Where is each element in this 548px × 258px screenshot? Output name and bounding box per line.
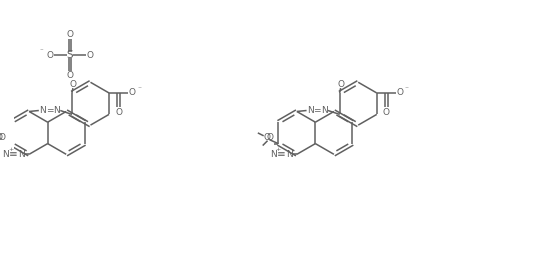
- Text: +: +: [276, 147, 281, 152]
- Text: O: O: [263, 133, 270, 142]
- Text: O: O: [397, 88, 404, 98]
- Text: ≡: ≡: [9, 149, 18, 159]
- Text: O: O: [115, 108, 122, 117]
- Text: N: N: [307, 106, 314, 115]
- Text: O: O: [129, 88, 136, 98]
- Text: O: O: [87, 51, 94, 60]
- Text: =: =: [313, 106, 321, 115]
- Text: N: N: [321, 106, 328, 115]
- Text: N: N: [39, 106, 46, 115]
- Text: N: N: [270, 150, 277, 159]
- Text: N: N: [2, 150, 9, 159]
- Text: O: O: [66, 71, 73, 80]
- Text: O: O: [66, 30, 73, 39]
- Text: ≡: ≡: [277, 149, 286, 159]
- Text: O: O: [0, 133, 5, 142]
- Text: +: +: [8, 147, 13, 152]
- Text: ⁻: ⁻: [40, 48, 44, 54]
- Text: O: O: [266, 133, 273, 142]
- Text: ⁻: ⁻: [137, 85, 141, 94]
- Text: O: O: [383, 108, 390, 117]
- Text: N: N: [53, 106, 60, 115]
- Text: O: O: [0, 133, 2, 142]
- Text: O: O: [337, 80, 344, 89]
- Text: =: =: [46, 106, 53, 115]
- Text: ⁻: ⁻: [405, 85, 409, 94]
- Text: O: O: [70, 80, 76, 89]
- Text: S: S: [67, 50, 73, 60]
- Text: N: N: [18, 150, 25, 159]
- Text: O: O: [46, 51, 53, 60]
- Text: N: N: [286, 150, 293, 159]
